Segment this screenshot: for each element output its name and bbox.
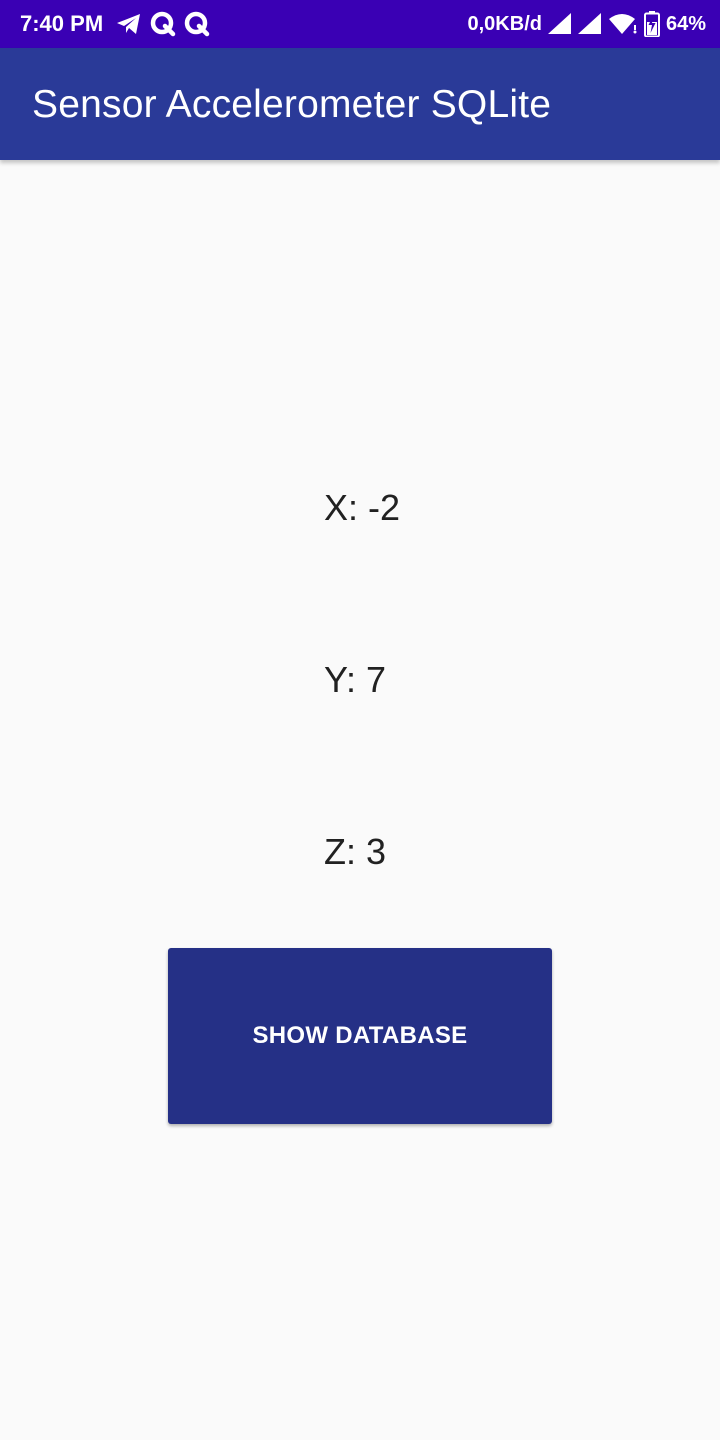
x-reading: X: -2 (324, 487, 401, 528)
signal-icon (547, 13, 572, 35)
z-reading: Z: 3 (324, 831, 387, 872)
battery-percent: 64% (665, 13, 706, 35)
system-status-icons: 0,0KB/d 64% (467, 10, 706, 38)
battery-charging-icon (643, 11, 660, 38)
status-time: 7:40 PM (20, 11, 104, 36)
status-bar: 7:40 PM 0,0KB/d (0, 0, 720, 48)
network-speed: 0,0KB/d (467, 13, 542, 35)
wifi-icon (608, 13, 638, 35)
app-title: Sensor Accelerometer SQLite (32, 83, 552, 126)
app-bar: Sensor Accelerometer SQLite (0, 48, 720, 160)
telegram-icon (116, 13, 142, 35)
show-database-button[interactable]: SHOW DATABASE (168, 948, 552, 1124)
q-app-icon (150, 11, 176, 37)
notification-icons (116, 10, 210, 38)
signal-icon (577, 13, 602, 35)
y-reading: Y: 7 (324, 659, 387, 700)
q-app-icon (184, 11, 210, 37)
